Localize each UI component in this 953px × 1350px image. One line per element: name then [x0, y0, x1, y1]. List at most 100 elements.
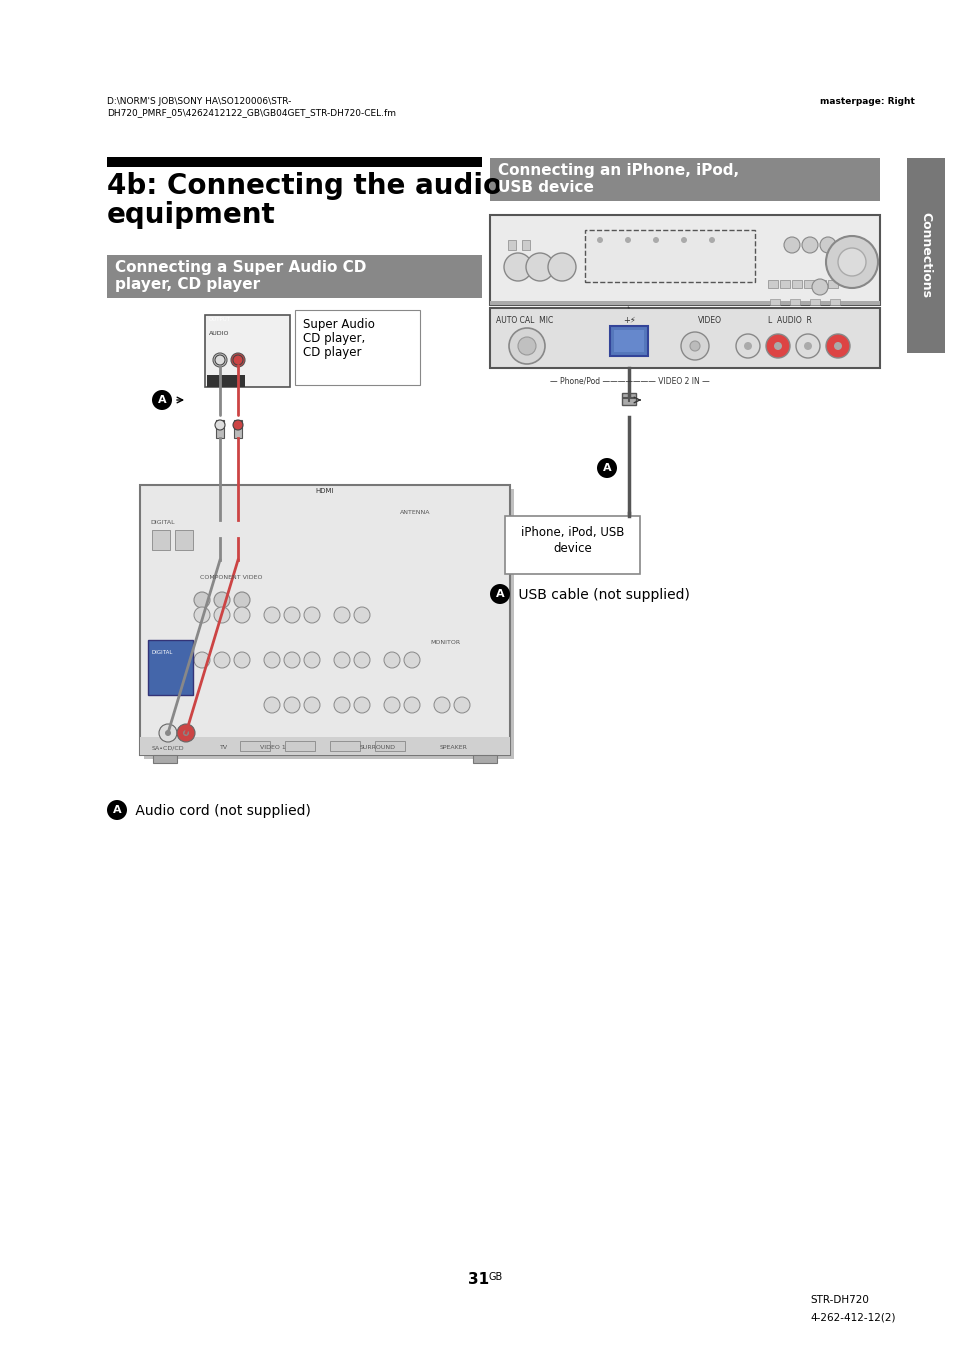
- Text: +⚡: +⚡: [623, 316, 636, 325]
- Circle shape: [233, 355, 243, 364]
- Text: device: device: [553, 541, 591, 555]
- Text: masterpage: Right: masterpage: Right: [820, 97, 914, 107]
- Bar: [285, 741, 314, 751]
- Text: COMPONENT VIDEO: COMPONENT VIDEO: [200, 575, 262, 580]
- Circle shape: [525, 252, 554, 281]
- Bar: [148, 640, 193, 695]
- Bar: [375, 741, 405, 751]
- Text: 31: 31: [468, 1272, 489, 1287]
- Text: SPEAKER: SPEAKER: [439, 745, 467, 751]
- Circle shape: [434, 697, 450, 713]
- Text: SA•CD/CD: SA•CD/CD: [152, 745, 185, 751]
- Text: L  AUDIO  R: L AUDIO R: [767, 316, 811, 325]
- Circle shape: [354, 652, 370, 668]
- Bar: [215, 520, 224, 539]
- Circle shape: [334, 697, 350, 713]
- Circle shape: [264, 697, 280, 713]
- Circle shape: [234, 356, 241, 363]
- Circle shape: [680, 332, 708, 360]
- Text: A: A: [112, 805, 121, 815]
- Circle shape: [213, 593, 230, 608]
- Circle shape: [264, 608, 280, 622]
- Circle shape: [735, 333, 760, 358]
- Circle shape: [825, 236, 877, 288]
- Circle shape: [837, 238, 853, 252]
- Circle shape: [304, 652, 319, 668]
- Circle shape: [284, 652, 299, 668]
- Circle shape: [264, 652, 280, 668]
- Circle shape: [284, 608, 299, 622]
- Bar: [584, 230, 754, 282]
- Circle shape: [384, 697, 399, 713]
- Bar: [174, 531, 193, 549]
- Bar: [769, 298, 780, 305]
- Circle shape: [517, 338, 536, 355]
- Bar: [829, 298, 840, 305]
- Bar: [205, 315, 290, 387]
- Bar: [233, 420, 242, 437]
- Circle shape: [454, 697, 470, 713]
- Circle shape: [624, 238, 630, 243]
- Text: ANTENNA: ANTENNA: [399, 510, 430, 514]
- Bar: [152, 755, 177, 763]
- Bar: [140, 485, 510, 755]
- Bar: [507, 240, 516, 250]
- Text: iPhone, iPod, USB: iPhone, iPod, USB: [520, 526, 623, 539]
- Text: player, CD player: player, CD player: [115, 277, 260, 292]
- Circle shape: [233, 593, 250, 608]
- Circle shape: [403, 652, 419, 668]
- Circle shape: [680, 238, 686, 243]
- Text: GB: GB: [489, 1272, 503, 1282]
- Bar: [107, 255, 481, 298]
- Text: SURROUND: SURROUND: [359, 745, 395, 751]
- Bar: [609, 325, 647, 356]
- Circle shape: [233, 420, 243, 431]
- Circle shape: [193, 608, 210, 622]
- Circle shape: [743, 342, 751, 350]
- Text: A: A: [496, 589, 504, 599]
- Text: Connecting a Super Audio CD: Connecting a Super Audio CD: [115, 261, 366, 275]
- Bar: [140, 737, 510, 755]
- Text: Connections: Connections: [919, 212, 931, 298]
- Bar: [621, 393, 636, 405]
- Circle shape: [509, 328, 544, 365]
- Text: A: A: [157, 396, 166, 405]
- Bar: [490, 308, 879, 369]
- Text: USB device: USB device: [497, 180, 594, 194]
- Bar: [207, 375, 245, 387]
- Text: 4-262-412-12(2): 4-262-412-12(2): [809, 1312, 895, 1322]
- Bar: [780, 279, 789, 288]
- Circle shape: [233, 652, 250, 668]
- Circle shape: [183, 730, 189, 736]
- Bar: [240, 741, 270, 751]
- Circle shape: [233, 520, 243, 531]
- Circle shape: [233, 608, 250, 622]
- Bar: [490, 301, 879, 305]
- Circle shape: [193, 652, 210, 668]
- Circle shape: [597, 458, 617, 478]
- Circle shape: [384, 652, 399, 668]
- Text: D:\NORM'S JOB\SONY HA\SO120006\STR-: D:\NORM'S JOB\SONY HA\SO120006\STR-: [107, 97, 291, 107]
- Bar: [809, 298, 820, 305]
- Circle shape: [193, 593, 210, 608]
- Circle shape: [284, 697, 299, 713]
- Circle shape: [152, 390, 172, 410]
- Text: — Phone/Pod ——————— VIDEO 2 IN —: — Phone/Pod ——————— VIDEO 2 IN —: [550, 377, 709, 385]
- Text: DH720_PMRF_05\4262412122_GB\GB04GET_STR-DH720-CEL.fm: DH720_PMRF_05\4262412122_GB\GB04GET_STR-…: [107, 108, 395, 117]
- Text: equipment: equipment: [107, 201, 275, 230]
- Bar: [215, 420, 224, 437]
- Circle shape: [334, 652, 350, 668]
- Bar: [330, 741, 359, 751]
- Circle shape: [801, 238, 817, 252]
- Bar: [144, 489, 514, 759]
- Circle shape: [216, 356, 223, 363]
- Text: A: A: [602, 463, 611, 472]
- Text: DIGITAL: DIGITAL: [152, 649, 173, 655]
- Circle shape: [213, 608, 230, 622]
- Circle shape: [652, 238, 659, 243]
- Circle shape: [403, 697, 419, 713]
- Text: AUTO CAL  MIC: AUTO CAL MIC: [496, 316, 553, 325]
- Text: Super Audio: Super Audio: [303, 319, 375, 331]
- Bar: [906, 158, 944, 352]
- Text: HDMI: HDMI: [315, 487, 334, 494]
